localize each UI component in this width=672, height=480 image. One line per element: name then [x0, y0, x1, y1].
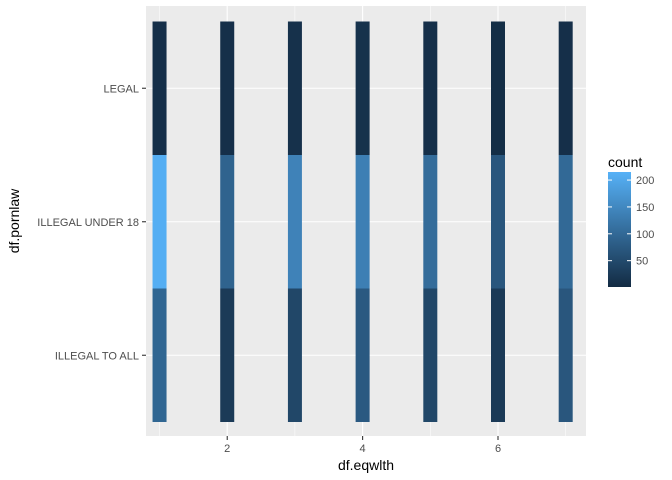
heatmap-tile	[355, 155, 370, 289]
heatmap-tile	[220, 288, 235, 422]
heatmap-tile	[423, 21, 438, 155]
heatmap-tile	[287, 288, 302, 422]
heatmap-tile	[220, 155, 235, 289]
x-axis: 2 4 6	[224, 436, 501, 455]
x-tick-label: 6	[495, 443, 501, 455]
heatmap-tile	[558, 288, 573, 422]
y-tick-label: LEGAL	[104, 83, 139, 95]
legend-tick-label: 200	[636, 175, 654, 187]
x-tick-label: 4	[360, 443, 366, 455]
heatmap-tile	[287, 21, 302, 155]
legend-ticks: 50 100 150 200	[608, 175, 654, 268]
legend-tick-label: 50	[636, 256, 648, 268]
legend-tick-label: 100	[636, 229, 654, 241]
heatmap-tiles	[152, 21, 573, 422]
legend-tick-label: 150	[636, 202, 654, 214]
y-axis-title: df.pornlaw	[6, 188, 22, 253]
legend: count 50 100 150 200	[608, 154, 654, 287]
heatmap-tile	[152, 155, 167, 289]
heatmap-tile	[152, 21, 167, 155]
x-tick-label: 2	[224, 443, 230, 455]
legend-colorbar	[608, 172, 631, 287]
heatmap-tile	[152, 288, 167, 422]
heatmap-tile	[355, 288, 370, 422]
heatmap-tile	[287, 155, 302, 289]
heatmap-tile	[355, 21, 370, 155]
heatmap-tile	[220, 21, 235, 155]
y-tick-label: ILLEGAL UNDER 18	[37, 217, 139, 229]
heatmap-tile	[491, 155, 505, 289]
heatmap-tile	[558, 21, 573, 155]
y-axis: ILLEGAL TO ALL ILLEGAL UNDER 18 LEGAL	[37, 83, 146, 362]
heatmap-tile	[491, 21, 505, 155]
heatmap-tile	[423, 288, 438, 422]
y-tick-label: ILLEGAL TO ALL	[55, 350, 139, 362]
heatmap-tile	[423, 155, 438, 289]
legend-title: count	[608, 154, 642, 170]
heatmap-tile	[558, 155, 573, 289]
heatmap-tile	[491, 288, 505, 422]
x-axis-title: df.eqwlth	[338, 457, 394, 473]
